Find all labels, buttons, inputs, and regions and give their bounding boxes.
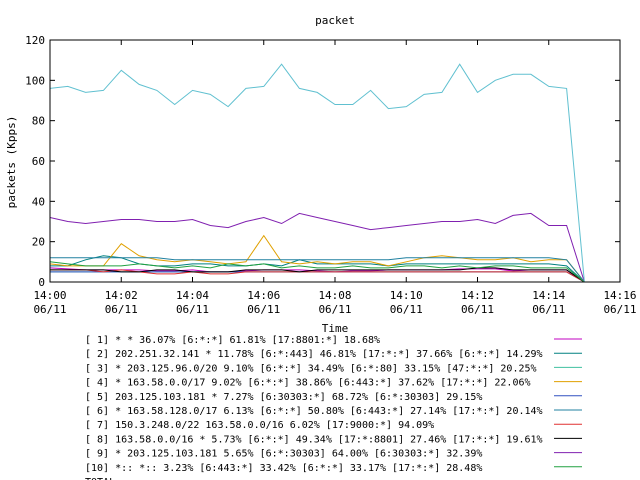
- legend-label: [ 7] 150.3.248.0/22 163.58.0.0/16 6.02% …: [85, 420, 434, 431]
- x-tick-time: 14:12: [461, 289, 494, 302]
- series-line-8: [50, 267, 585, 283]
- legend-label: [ 1] * * 36.07% [6:*:*] 61.81% [17:8801:…: [85, 335, 380, 346]
- plot-frame: [49, 39, 621, 283]
- y-tick-label: 20: [32, 236, 45, 249]
- x-tick-date: 06/11: [247, 303, 280, 316]
- legend-label: [ 2] 202.251.32.141 * 11.78% [6:*:443] 4…: [85, 349, 543, 360]
- legend-label: [ 3] * 203.125.96.0/20 9.10% [6:*:*] 34.…: [85, 363, 537, 374]
- series-line-6: [50, 257, 585, 283]
- y-tick-label: 100: [25, 74, 45, 87]
- x-tick-date: 06/11: [105, 303, 138, 316]
- y-tick-label: 120: [25, 34, 45, 47]
- x-tick-time: 14:02: [105, 289, 138, 302]
- x-tick-date: 06/11: [461, 303, 494, 316]
- legend-label: [ 9] * 203.125.103.181 5.65% [6:*:30303]…: [85, 449, 482, 460]
- x-tick-time: 14:04: [176, 289, 209, 302]
- series-line-4: [49, 234, 585, 283]
- y-tick-label: 80: [32, 115, 45, 128]
- x-tick-date: 06/11: [33, 303, 66, 316]
- x-tick-date: 06/11: [390, 303, 423, 316]
- x-tick-time: 14:16: [603, 289, 636, 302]
- legend-label: [ 6] * 163.58.128.0/17 6.13% [6:*:*] 50.…: [85, 406, 543, 417]
- x-tick-date: 06/11: [318, 303, 351, 316]
- axis-ticks: 02040608010012014:0006/1114:0206/1114:04…: [25, 34, 636, 316]
- legend-label: [ 5] 203.125.103.181 * 7.27% [6:30303:*]…: [85, 392, 482, 403]
- legend-label: [ 8] 163.58.0.0/16 * 5.73% [6:*:*] 49.34…: [85, 434, 543, 445]
- x-tick-time: 14:00: [33, 289, 66, 302]
- x-axis-label: Time: [322, 322, 349, 335]
- x-tick-time: 14:06: [247, 289, 280, 302]
- x-tick-date: 06/11: [176, 303, 209, 316]
- chart-title: packet: [315, 14, 355, 27]
- plot-series: [49, 63, 585, 283]
- series-line-10: [49, 261, 585, 283]
- y-tick-label: 40: [32, 195, 45, 208]
- x-tick-date: 06/11: [532, 303, 565, 316]
- series-line-11: [49, 63, 585, 283]
- series-line-3: [50, 271, 585, 283]
- legend: [ 1] * * 36.07% [6:*:*] 61.81% [17:8801:…: [85, 335, 582, 480]
- legend-label: [ 4] * 163.58.0.0/17 9.02% [6:*:*] 38.86…: [85, 378, 531, 389]
- series-line-9: [49, 212, 585, 283]
- y-tick-label: 60: [32, 155, 45, 168]
- x-tick-time: 14:08: [318, 289, 351, 302]
- y-axis-label: packets (Kpps): [5, 116, 18, 209]
- series-line-5: [50, 271, 585, 283]
- x-tick-time: 14:10: [390, 289, 423, 302]
- series-line-1: [49, 267, 585, 283]
- legend-label: [10] *:: *:: 3.23% [6:443:*] 33.42% [6:*…: [85, 463, 482, 474]
- x-tick-date: 06/11: [603, 303, 636, 316]
- legend-label: TOTAL: [85, 477, 115, 480]
- y-tick-label: 0: [38, 276, 45, 289]
- x-tick-time: 14:14: [532, 289, 565, 302]
